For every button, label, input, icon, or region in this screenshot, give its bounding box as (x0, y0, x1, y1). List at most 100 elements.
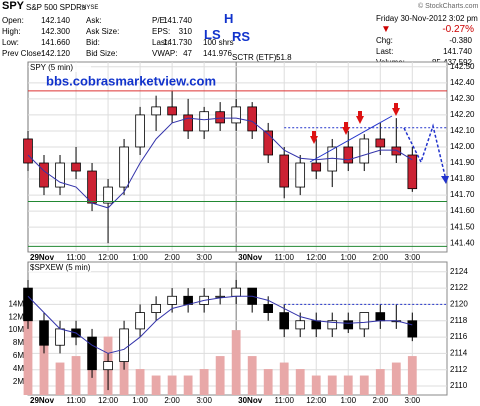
candle-body (407, 320, 418, 338)
candle-body (151, 304, 161, 313)
x-tick-label: 11:00 (274, 396, 294, 405)
candle-body (295, 320, 306, 330)
candle-body (39, 162, 49, 188)
quote-value: 141.976 (203, 49, 232, 58)
quote-value: 141.730 (163, 38, 192, 47)
projection (403, 123, 447, 181)
volume-bar (231, 330, 241, 395)
volume-bar (71, 356, 81, 395)
candle-body (167, 295, 177, 305)
volume-bar (375, 369, 385, 395)
y-tick-label: 142.00 (450, 142, 475, 151)
y-tick-label: 2114 (450, 348, 468, 357)
date: Friday 30-Nov-2012 3:02 pm (376, 14, 478, 23)
y-tick-label: 8M (13, 338, 24, 347)
sctr-label: SCTR (ETF): (232, 53, 279, 62)
quote-label: High: (2, 27, 21, 36)
arrow (356, 116, 364, 124)
volume-bar (359, 375, 369, 395)
y-tick-label: 142.20 (450, 110, 475, 119)
y-tick-label: 10M (8, 325, 24, 334)
candle-body (247, 106, 257, 132)
candle-body (375, 312, 386, 322)
volume-bar (327, 375, 337, 395)
y-tick-label: 141.60 (450, 206, 475, 215)
arrow-head (441, 176, 449, 184)
candle-body (215, 295, 225, 298)
candle-body (167, 106, 177, 116)
x-tick-label: 2:00 (164, 396, 180, 405)
candle-body (279, 154, 290, 188)
down-icon: ▼ (381, 24, 391, 35)
volume-bar (151, 375, 161, 395)
candle-body (263, 130, 273, 156)
x-tick-label: 2:00 (372, 396, 388, 405)
x-tick-label: 29Nov (30, 253, 55, 262)
quote-value: 47 (183, 49, 192, 58)
volume-bar (135, 369, 145, 395)
candle-body (343, 146, 354, 164)
arrow (344, 122, 348, 127)
y-tick-label: 12M (8, 312, 24, 321)
sctr-value: 51.8 (276, 53, 292, 62)
quote-label: Ask: (86, 16, 102, 25)
volume-bar (23, 297, 33, 395)
x-tick-label: 11:00 (274, 253, 294, 262)
candle-body (311, 162, 322, 172)
candle-body (87, 336, 97, 371)
quote-value: 310 (178, 27, 192, 36)
x-tick-label: 12:00 (98, 396, 119, 405)
candle-body (231, 106, 241, 124)
candle-body (407, 154, 418, 190)
y-tick-label: 141.80 (450, 174, 475, 183)
x-tick-label: 3:00 (405, 396, 421, 405)
chart-title: $SPXEW (5 min) (30, 263, 91, 272)
candle-body (119, 328, 129, 362)
candle-body (55, 162, 65, 188)
volume-bar (183, 375, 193, 395)
arrow (342, 127, 350, 135)
watermark: bbs.cobrasmarketview.com (46, 73, 216, 88)
volume-bar (311, 375, 321, 395)
x-tick-label: 1:00 (340, 253, 356, 262)
y-tick-label: 141.50 (450, 222, 475, 231)
quote-label: Last: (152, 38, 170, 47)
candle-body (375, 138, 386, 148)
candle-body (87, 170, 97, 204)
arrow (358, 111, 362, 116)
panel (27, 61, 448, 253)
y-tick-label: 142.40 (450, 78, 475, 87)
quote-value: 141.740 (163, 16, 192, 25)
candle-body (391, 146, 402, 156)
volume-bar (263, 369, 273, 395)
x-tick-label: 3:00 (196, 396, 212, 405)
volume-bar (39, 343, 49, 395)
quote-label: Prev Close: (2, 49, 44, 58)
x-tick-label: 11:00 (66, 253, 86, 262)
title-bg (29, 63, 91, 72)
x-tick-label: 30Nov (238, 396, 263, 405)
x-tick-label: 30Nov (238, 253, 263, 262)
x-tick-label: 1:00 (132, 253, 148, 262)
candle-body (343, 320, 354, 330)
moving-average (27, 117, 413, 209)
quote-label: Low: (2, 38, 19, 47)
moving-average (27, 295, 413, 354)
quote-value: 142.120 (41, 49, 70, 58)
quote-label: VWAP: (152, 49, 178, 58)
volume-bar (391, 362, 401, 395)
y-tick-label: 2120 (450, 300, 468, 309)
candle-body (295, 162, 306, 188)
exchange: NYSE (82, 5, 99, 11)
x-tick-label: 1:00 (340, 396, 356, 405)
volume-bar (55, 362, 65, 395)
annotation: H (224, 11, 234, 26)
x-tick-label: 29Nov (30, 396, 55, 405)
candle-body (215, 111, 225, 124)
candle-body (39, 320, 49, 346)
y-tick-label: 2112 (450, 365, 468, 374)
candle-body (103, 361, 113, 371)
candle-body (359, 138, 370, 164)
annotation: RS (232, 29, 251, 44)
